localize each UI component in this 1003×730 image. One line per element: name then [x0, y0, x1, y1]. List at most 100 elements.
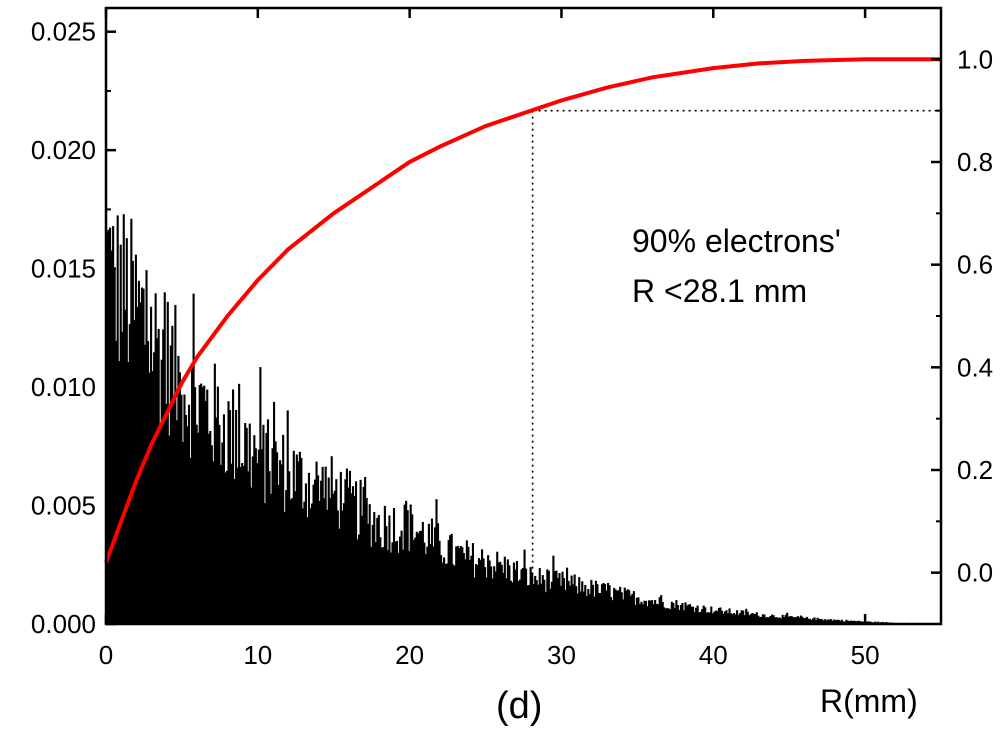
histogram-bar	[405, 500, 408, 624]
histogram-bar	[701, 609, 704, 624]
histogram-bar	[137, 280, 140, 624]
histogram-bar	[754, 613, 757, 624]
histogram-bar	[506, 559, 509, 624]
histogram-bar	[846, 620, 849, 624]
histogram-bar	[239, 467, 242, 624]
histogram-bar	[505, 578, 508, 624]
histogram-bar	[210, 445, 213, 624]
histogram-bar	[607, 582, 610, 624]
histogram-bar	[112, 226, 115, 624]
histogram-bar	[295, 454, 298, 624]
histogram-bar	[446, 563, 449, 624]
histogram-bar	[544, 592, 547, 624]
histogram-bar	[370, 546, 373, 624]
histogram-bar	[550, 581, 553, 624]
histogram-bar	[207, 433, 210, 624]
histogram-bar	[168, 435, 171, 624]
histogram-bar	[567, 580, 570, 624]
histogram-bar	[399, 536, 402, 624]
histogram-bar	[242, 466, 245, 624]
x-tick-label: 50	[851, 640, 880, 670]
histogram-bar	[165, 403, 168, 624]
histogram-bar	[215, 417, 218, 624]
histogram-bar	[292, 450, 295, 624]
histogram-bar	[444, 563, 447, 624]
histogram-bar	[317, 475, 320, 624]
histogram-bar	[602, 582, 605, 624]
histogram-bar	[766, 616, 769, 624]
histogram-bar	[497, 562, 500, 624]
annotation-line-1: 90% electrons'	[632, 223, 841, 259]
histogram-bar	[385, 526, 388, 624]
histogram-bar	[728, 608, 731, 624]
histogram-bar	[558, 573, 561, 624]
histogram-bar	[315, 461, 318, 624]
histogram-bar	[502, 572, 505, 624]
histogram-bar	[830, 619, 833, 624]
histogram-bar	[294, 491, 297, 624]
histogram-bar	[159, 423, 162, 624]
histogram-bar	[303, 501, 306, 624]
histogram-bar	[620, 592, 623, 624]
x-axis-label: R(mm)	[820, 683, 918, 719]
histogram-bar	[781, 614, 784, 624]
histogram-bar	[825, 620, 828, 624]
histogram-bar	[562, 578, 566, 624]
histogram-bar	[154, 293, 157, 624]
histogram-bar	[180, 394, 183, 624]
histogram-bar	[719, 607, 722, 624]
histogram-bar	[587, 589, 590, 624]
histogram-bar	[660, 595, 663, 624]
histogram-bar	[529, 567, 532, 624]
histogram-bar	[758, 617, 761, 624]
annotation-line-2: R <28.1 mm	[632, 273, 807, 309]
histogram-bar	[675, 600, 678, 624]
histogram-bar	[289, 499, 292, 624]
histogram-bar	[382, 546, 385, 624]
y-right-tick-label: 0.4	[957, 352, 993, 382]
histogram-bar	[537, 584, 540, 624]
histogram-bar	[795, 617, 798, 624]
histogram-bar	[767, 617, 771, 624]
y-left-tick-label: 0.020	[31, 135, 96, 165]
histogram-bar	[244, 423, 247, 624]
histogram-bar	[523, 549, 526, 624]
histogram-bar	[219, 464, 222, 624]
histogram-bar	[840, 619, 843, 624]
histogram-bar	[171, 325, 174, 624]
histogram-bar	[143, 344, 147, 624]
y-left-tick-label: 0.005	[31, 491, 96, 521]
histogram-bar	[693, 611, 696, 624]
histogram-bar	[799, 615, 802, 624]
histogram-bar	[228, 410, 232, 624]
histogram-bar	[411, 514, 414, 624]
histogram-bar	[359, 479, 362, 624]
histogram-bar	[131, 260, 134, 624]
histogram-bar	[348, 470, 352, 624]
histogram-bar	[213, 363, 216, 624]
histogram-bar	[354, 481, 358, 624]
histogram-bar	[710, 606, 713, 624]
histogram-bar	[532, 583, 535, 624]
panel-label: (d)	[496, 685, 542, 727]
histogram-bar	[578, 577, 581, 624]
histogram-bar	[184, 414, 188, 624]
histogram-bar	[699, 611, 702, 624]
histogram-bar	[646, 606, 649, 624]
histogram-bar	[203, 385, 206, 624]
x-tick-label: 0	[99, 640, 113, 670]
histogram-bar	[318, 500, 321, 624]
histogram-bar	[722, 613, 725, 624]
histogram-bar	[136, 307, 139, 624]
y-left-tick-label: 0.025	[31, 17, 96, 47]
histogram-bar	[335, 479, 338, 624]
histogram-bar	[236, 467, 239, 624]
histogram-bar	[814, 620, 818, 624]
histogram-bar	[371, 524, 374, 624]
histogram-bar	[770, 614, 774, 624]
histogram-bar	[622, 599, 625, 624]
histogram-bar	[153, 352, 156, 624]
histogram-bar	[749, 614, 752, 624]
histogram-bar	[461, 547, 464, 624]
histogram-bar	[725, 610, 728, 624]
